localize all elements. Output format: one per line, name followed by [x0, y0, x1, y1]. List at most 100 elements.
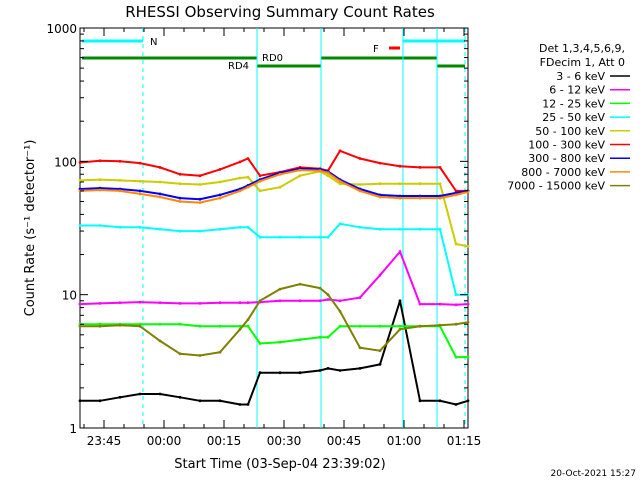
- data-point: [238, 225, 242, 229]
- plot-frame: [79, 27, 469, 429]
- data-point: [118, 159, 122, 163]
- legend-label: 50 - 100 keV: [535, 125, 605, 138]
- data-point: [318, 299, 322, 303]
- data-point: [218, 350, 222, 354]
- data-point: [218, 227, 222, 231]
- data-point: [398, 250, 402, 254]
- data-point: [298, 299, 302, 303]
- data-point: [258, 179, 262, 183]
- data-point: [246, 403, 250, 406]
- data-point: [258, 342, 262, 345]
- data-point: [118, 189, 122, 193]
- y-tick-label: 1: [69, 422, 77, 436]
- data-point: [158, 166, 162, 169]
- legend-label: 100 - 300 keV: [528, 139, 605, 152]
- data-point: [466, 399, 470, 403]
- legend-label: 3 - 6 keV: [556, 70, 605, 83]
- data-point: [158, 301, 162, 305]
- data-point: [118, 323, 122, 327]
- data-point: [198, 354, 202, 357]
- data-point: [118, 225, 122, 229]
- data-point: [246, 318, 250, 321]
- night-bar-label: N: [150, 37, 157, 48]
- data-point: [218, 301, 222, 305]
- data-point: [378, 182, 382, 186]
- data-point: [278, 299, 282, 303]
- data-point: [338, 179, 342, 183]
- data-point: [278, 235, 282, 239]
- data-point: [318, 235, 322, 239]
- data-point: [338, 222, 342, 226]
- data-point: [338, 324, 342, 328]
- data-point: [138, 300, 142, 304]
- data-point: [454, 189, 458, 193]
- data-point: [454, 242, 458, 246]
- data-point: [454, 322, 458, 326]
- saa-bar-label: RD0: [262, 53, 283, 64]
- data-point: [118, 395, 122, 399]
- data-point: [378, 363, 382, 366]
- data-point: [418, 227, 422, 231]
- data-point: [466, 355, 470, 359]
- data-point: [198, 324, 202, 328]
- data-point: [358, 225, 362, 229]
- data-point: [278, 287, 282, 291]
- data-point: [378, 324, 382, 328]
- data-point: [158, 192, 162, 196]
- data-point: [138, 225, 142, 229]
- data-point: [278, 185, 282, 189]
- data-point: [98, 224, 102, 227]
- data-point: [158, 392, 162, 396]
- data-point: [358, 189, 362, 193]
- data-point: [258, 299, 262, 303]
- data-point: [218, 196, 222, 200]
- data-point: [378, 273, 382, 277]
- data-point: [98, 302, 102, 305]
- data-point: [218, 193, 222, 197]
- data-point: [98, 324, 102, 328]
- data-point: [298, 338, 302, 341]
- data-point: [198, 399, 202, 403]
- data-point: [246, 175, 250, 179]
- x-tick-label: 01:00: [387, 434, 422, 448]
- data-point: [198, 197, 202, 201]
- legend-label: 7000 - 15000 keV: [507, 180, 605, 193]
- data-point: [158, 322, 162, 326]
- data-point: [454, 193, 458, 197]
- data-point: [218, 399, 222, 403]
- data-point: [358, 183, 362, 186]
- data-point: [378, 195, 382, 199]
- data-point: [338, 182, 342, 186]
- data-point: [454, 293, 458, 297]
- data-point: [158, 195, 162, 199]
- data-point: [398, 327, 402, 331]
- legend-label: 6 - 12 keV: [549, 84, 605, 97]
- data-point: [418, 196, 422, 200]
- data-point: [466, 302, 470, 306]
- data-point: [118, 301, 122, 305]
- data-point: [158, 227, 162, 231]
- data-point: [178, 302, 182, 305]
- data-point: [418, 399, 422, 403]
- data-point: [358, 157, 362, 160]
- x-tick-label: 00:15: [207, 434, 242, 448]
- data-point: [378, 349, 382, 353]
- data-point: [238, 176, 242, 180]
- legend-label: 300 - 800 keV: [528, 152, 605, 165]
- data-point: [98, 159, 102, 163]
- data-point: [258, 371, 262, 375]
- data-point: [326, 235, 330, 239]
- x-tick-label: 23:45: [87, 434, 122, 448]
- legend-header-2: FDecim 1, Att 0: [540, 56, 625, 69]
- legend: Det 1,3,4,5,6,9, FDecim 1, Att 0 3 - 6 k…: [507, 42, 630, 193]
- data-point: [138, 179, 142, 183]
- data-point: [466, 245, 470, 248]
- data-point: [278, 340, 282, 344]
- data-point: [418, 182, 422, 186]
- data-point: [454, 355, 458, 359]
- data-point: [158, 339, 162, 343]
- y-axis-label: Count Rate (s⁻¹ detector⁻¹): [23, 140, 38, 317]
- data-point: [338, 149, 342, 153]
- data-point: [378, 227, 382, 231]
- data-point: [358, 296, 362, 299]
